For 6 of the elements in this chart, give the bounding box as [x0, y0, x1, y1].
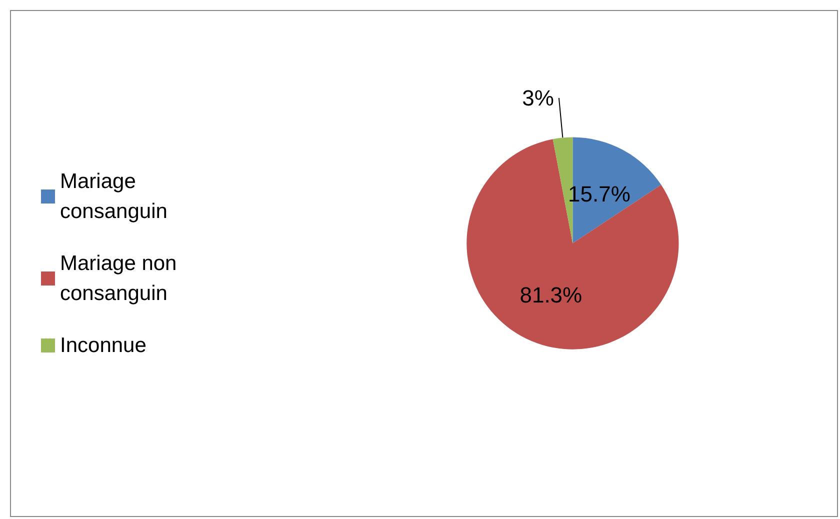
- legend-label: Mariage consanguin: [60, 170, 168, 223]
- data-label: 15.7%: [568, 181, 630, 206]
- data-label: 81.3%: [520, 282, 582, 308]
- legend-label: Inconnue: [60, 334, 146, 357]
- data-label: 3%: [522, 85, 554, 110]
- legend-label: Mariage non consanguin: [60, 252, 183, 305]
